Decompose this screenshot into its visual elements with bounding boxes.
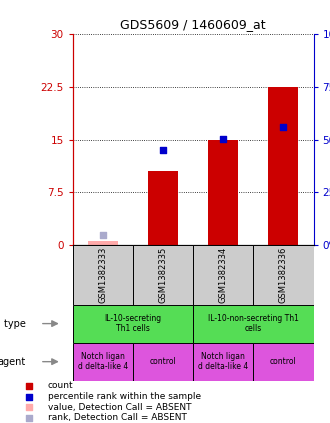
Text: count: count xyxy=(48,382,74,390)
Text: GSM1382334: GSM1382334 xyxy=(219,247,228,303)
Text: IL-10-secreting
Th1 cells: IL-10-secreting Th1 cells xyxy=(104,314,161,333)
Point xyxy=(26,393,32,400)
Text: rank, Detection Call = ABSENT: rank, Detection Call = ABSENT xyxy=(48,413,187,422)
Point xyxy=(26,415,32,421)
Point xyxy=(281,124,286,130)
Point xyxy=(220,135,226,142)
Text: GSM1382333: GSM1382333 xyxy=(98,247,107,303)
Text: control: control xyxy=(270,357,297,366)
Text: GSM1382336: GSM1382336 xyxy=(279,247,288,303)
Bar xyxy=(253,343,314,381)
Text: Notch ligan
d delta-like 4: Notch ligan d delta-like 4 xyxy=(78,352,128,371)
Bar xyxy=(193,343,253,381)
Point xyxy=(26,382,32,389)
Title: GDS5609 / 1460609_at: GDS5609 / 1460609_at xyxy=(120,18,266,31)
Point xyxy=(160,147,166,154)
Bar xyxy=(73,305,193,343)
Bar xyxy=(133,343,193,381)
Bar xyxy=(148,171,178,245)
Text: value, Detection Call = ABSENT: value, Detection Call = ABSENT xyxy=(48,403,191,412)
Bar xyxy=(193,245,253,305)
Bar xyxy=(208,140,238,245)
Bar xyxy=(88,241,118,245)
Bar xyxy=(133,245,193,305)
Text: Notch ligan
d delta-like 4: Notch ligan d delta-like 4 xyxy=(198,352,248,371)
Text: GSM1382335: GSM1382335 xyxy=(158,247,167,303)
Text: percentile rank within the sample: percentile rank within the sample xyxy=(48,392,201,401)
Point xyxy=(100,231,105,238)
Point xyxy=(26,404,32,410)
Text: IL-10-non-secreting Th1
cells: IL-10-non-secreting Th1 cells xyxy=(208,314,299,333)
Bar xyxy=(268,87,298,245)
Bar xyxy=(193,305,314,343)
Text: cell type: cell type xyxy=(0,319,25,329)
Bar xyxy=(73,245,133,305)
Bar xyxy=(73,343,133,381)
Text: agent: agent xyxy=(0,357,25,367)
Bar xyxy=(253,245,314,305)
Text: control: control xyxy=(149,357,176,366)
